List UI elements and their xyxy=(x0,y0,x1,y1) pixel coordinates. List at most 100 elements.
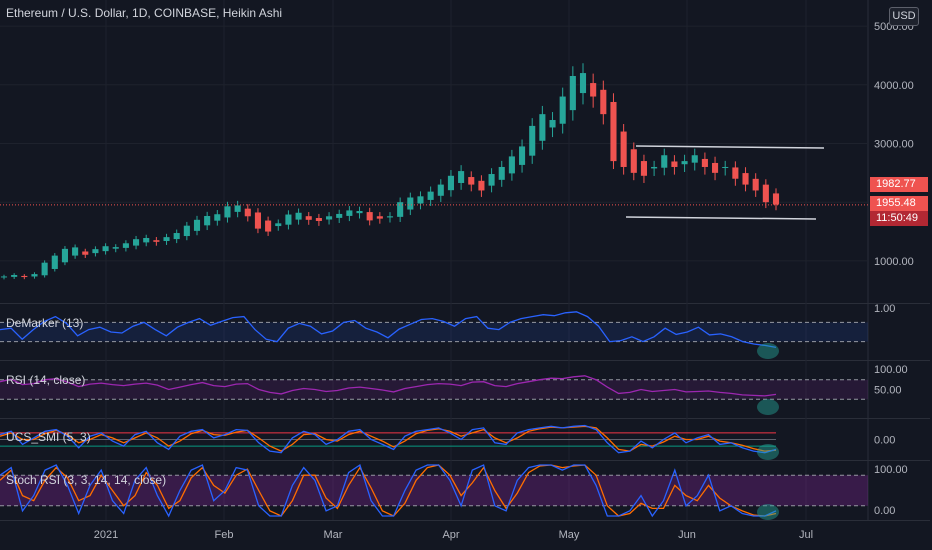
currency-button[interactable]: USD xyxy=(889,7,919,26)
candle-body xyxy=(336,213,343,218)
smi-label: UCS_SMI (5, 3) xyxy=(6,430,91,444)
candle-body xyxy=(752,178,759,191)
candle-body xyxy=(285,214,292,225)
x-tick-label: Jul xyxy=(799,529,813,541)
demarker-label: DeMarker (13) xyxy=(6,316,84,330)
x-tick-label: Apr xyxy=(442,529,459,541)
candle-body xyxy=(376,216,383,219)
candle-body xyxy=(772,193,780,205)
candle-body xyxy=(417,196,424,204)
candle-body xyxy=(326,216,333,220)
x-tick-label: Jun xyxy=(678,529,696,541)
lower-trendline xyxy=(625,216,817,220)
demarker-tick: 1.00 xyxy=(874,303,895,315)
demarker-band xyxy=(0,322,868,342)
stoch-tick: 100.00 xyxy=(874,464,908,476)
candle-body xyxy=(661,155,668,168)
candle-body xyxy=(407,197,414,210)
candle-body xyxy=(275,223,282,227)
candle-body xyxy=(305,216,312,220)
stoch-tick: 0.00 xyxy=(874,505,895,517)
candle-body xyxy=(732,167,739,179)
candle-body xyxy=(153,240,160,242)
candle-body xyxy=(133,239,140,246)
candle-body xyxy=(519,146,526,165)
x-tick-label: May xyxy=(559,529,580,541)
oversold-highlight xyxy=(757,444,779,460)
y-tick-label: 4000.00 xyxy=(874,80,914,92)
demarker-line xyxy=(0,311,777,349)
smi-main-line xyxy=(0,424,777,454)
candle-body xyxy=(11,274,18,277)
candle-body xyxy=(346,210,353,216)
y-tick-label: 1000.00 xyxy=(874,256,914,268)
candle-body xyxy=(386,216,394,218)
candle-body xyxy=(143,238,150,243)
candle-body xyxy=(549,120,556,128)
candle-body xyxy=(559,96,566,124)
candle-body xyxy=(712,162,719,173)
candle-body xyxy=(762,184,769,203)
rsi-tick: 50.00 xyxy=(874,385,902,397)
x-tick-label: Mar xyxy=(324,529,343,541)
candle-body xyxy=(579,73,587,94)
candle-body xyxy=(234,205,241,212)
last-price-tag: 1955.48 xyxy=(870,196,928,211)
candle-body xyxy=(356,211,363,214)
candle-body xyxy=(51,255,58,269)
candle-body xyxy=(82,251,89,255)
candle-body xyxy=(437,184,444,196)
candle-body xyxy=(254,212,261,229)
candle-body xyxy=(671,161,678,167)
rsi-label: RSI (14, close) xyxy=(6,373,86,387)
candle-body xyxy=(0,276,8,278)
candle-body xyxy=(529,125,536,156)
candle-body xyxy=(214,214,221,221)
candle-body xyxy=(701,158,708,167)
high-price-tag: 1982.77 xyxy=(870,177,928,192)
candle-body xyxy=(295,212,302,220)
candle-body xyxy=(640,161,647,176)
rsi-tick: 100.00 xyxy=(874,364,908,376)
stoch-k-line xyxy=(0,463,777,518)
candle-body xyxy=(41,262,48,276)
candle-body xyxy=(600,89,607,115)
candle-body xyxy=(31,274,38,277)
candle-body xyxy=(21,275,28,278)
candle-body xyxy=(122,243,129,248)
candle-body xyxy=(204,215,211,226)
candle-body xyxy=(539,114,546,141)
rsi-line xyxy=(0,375,777,397)
smi-tick: 0.00 xyxy=(874,435,895,447)
candle-body xyxy=(265,220,272,232)
y-tick-label: 5000.00 xyxy=(874,21,914,33)
oversold-highlight xyxy=(757,504,779,520)
candle-body xyxy=(610,101,617,162)
candle-body xyxy=(569,75,576,111)
candle-body xyxy=(427,191,434,200)
candle-body xyxy=(468,177,475,185)
candle-body xyxy=(722,166,729,168)
candle-body xyxy=(691,155,698,163)
candle-body xyxy=(447,175,454,191)
candle-body xyxy=(193,219,201,231)
candle-body xyxy=(102,246,109,252)
candle-body xyxy=(590,83,597,97)
candle-body xyxy=(173,233,180,240)
chart-title: Ethereum / U.S. Dollar, 1D, COINBASE, He… xyxy=(6,6,283,20)
candle-body xyxy=(244,208,251,217)
candle-body xyxy=(630,149,637,173)
candle-body xyxy=(183,225,190,237)
candle-body xyxy=(651,166,658,169)
countdown-tag: 11:50:49 xyxy=(870,211,928,226)
upper-trendline xyxy=(635,145,825,149)
candle-body xyxy=(458,171,465,183)
candle-body xyxy=(478,180,485,191)
candle-body xyxy=(488,174,495,186)
candle-body xyxy=(508,156,515,174)
candle-body xyxy=(620,131,627,167)
oversold-highlight xyxy=(757,399,779,415)
y-tick-label: 3000.00 xyxy=(874,139,914,151)
candle-body xyxy=(61,248,68,263)
